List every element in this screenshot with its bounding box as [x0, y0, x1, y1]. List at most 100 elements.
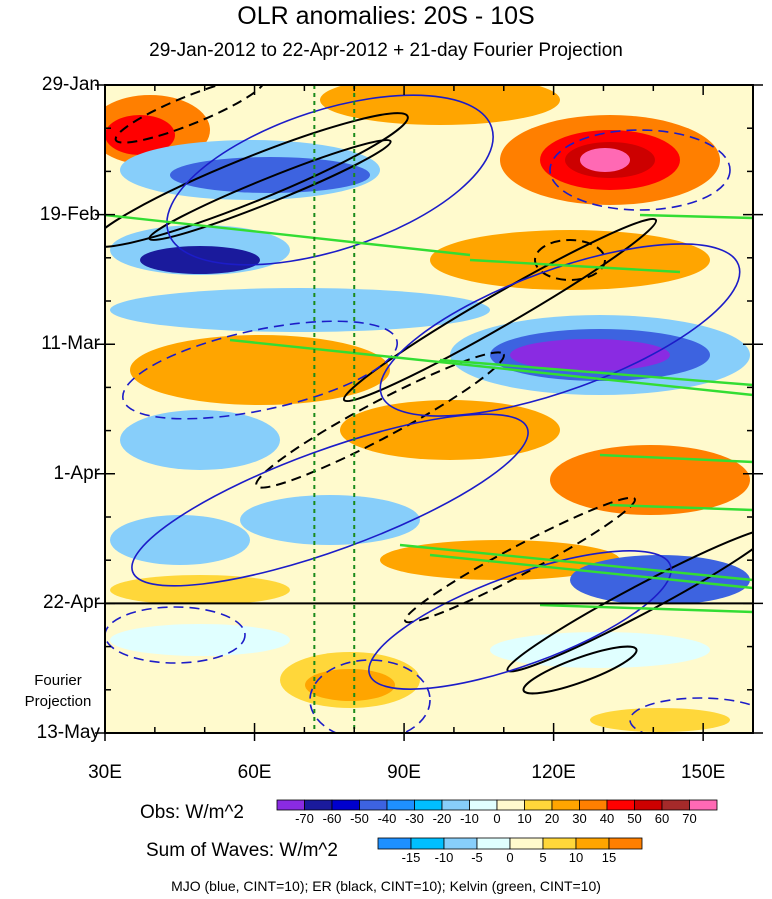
y-tick-label: 29-Jan — [41, 74, 100, 95]
colorbar-tick-label: 5 — [539, 850, 547, 865]
obs-blob — [140, 246, 260, 274]
colorbar-swatch — [524, 799, 553, 811]
obs-blob — [320, 85, 560, 125]
kelvin-contour — [599, 453, 753, 464]
kelvin-contour — [639, 213, 753, 220]
x-tick-label: 30E — [88, 762, 122, 783]
mjo-contour — [368, 550, 672, 690]
mjo-contour — [549, 129, 731, 211]
kelvin-contour — [469, 258, 681, 274]
colorbar-swatch — [542, 837, 577, 850]
obs-blob — [105, 115, 175, 155]
waves-legend-title: Sum of Waves: W/m^2 — [146, 840, 338, 861]
colorbar-tick-label: -20 — [432, 811, 452, 826]
colorbar-tick-label: 20 — [544, 811, 560, 826]
colorbar-swatch — [469, 799, 498, 811]
reference-lines — [313, 85, 356, 733]
er-contour — [534, 239, 606, 281]
x-tick-label: 90E — [387, 762, 421, 783]
colorbar-swatch — [410, 837, 445, 850]
colorbar-tick-label: 70 — [682, 811, 697, 826]
colorbar-swatch — [579, 799, 608, 811]
colorbar-swatch — [331, 799, 360, 811]
obs-blob — [580, 148, 630, 172]
x-tick-label: 60E — [237, 762, 272, 783]
waves-colorbar — [377, 837, 643, 850]
x-tick-label: 150E — [680, 762, 726, 783]
mjo-contour — [122, 320, 398, 420]
kelvin-contours — [105, 213, 753, 614]
mjo-contour — [309, 659, 431, 733]
er-contour — [255, 351, 505, 489]
colorbar-tick-label: 15 — [601, 850, 617, 865]
er-contour — [506, 527, 753, 673]
er-contour — [148, 139, 392, 241]
kelvin-contour — [229, 338, 753, 397]
y-tick-label: 19-Feb — [39, 203, 100, 225]
projection-blob — [490, 632, 710, 668]
y-tick-label: 22-Apr — [42, 592, 100, 614]
y-tick-label: 11-Mar — [41, 333, 100, 355]
projection-blob — [305, 669, 395, 701]
projection-label: Fourier Projection — [24, 672, 92, 710]
colorbar-swatch — [377, 837, 412, 850]
mjo-contours — [105, 94, 753, 733]
colorbar-tick-label: -30 — [405, 811, 424, 826]
colorbar-tick-label: 40 — [599, 811, 615, 826]
colorbar-tick-label: -5 — [471, 850, 483, 865]
colorbar-swatch — [575, 837, 610, 850]
colorbar-swatch — [476, 837, 511, 850]
colorbar-swatch — [304, 799, 333, 811]
colorbar-tick-label: 0 — [493, 811, 501, 826]
er-contour — [404, 496, 636, 624]
y-tick-label: 13-May — [36, 722, 100, 743]
colorbar-swatch — [634, 799, 663, 811]
colorbar-tick-label: -50 — [350, 811, 369, 826]
obs-blob — [130, 335, 390, 405]
colorbar-swatch — [386, 799, 415, 811]
obs-blob — [550, 445, 750, 515]
contour-caption: MJO (blue, CINT=10); ER (black, CINT=10)… — [171, 878, 601, 894]
kelvin-contour — [105, 213, 471, 257]
kelvin-contour — [429, 553, 753, 590]
er-contour — [105, 112, 409, 248]
obs-blob — [570, 555, 750, 605]
x-tick-label: 120E — [531, 762, 576, 783]
axis-ticks — [95, 84, 763, 741]
colorbar-swatch — [441, 799, 470, 811]
colorbar-tick-label: -10 — [460, 811, 479, 826]
obs-blob — [170, 157, 370, 193]
er-contour — [114, 85, 266, 144]
colorbar-tick-label: -15 — [401, 850, 421, 865]
chart-subtitle: 29-Jan-2012 to 22-Apr-2012 + 21-day Four… — [149, 40, 623, 61]
er-contour — [522, 645, 638, 695]
mjo-contour — [131, 413, 529, 587]
colorbar-tick-label: -60 — [322, 811, 342, 826]
obs-blob — [110, 288, 490, 332]
colorbar-tick-label: 60 — [654, 811, 670, 826]
projection-blob — [110, 624, 290, 656]
mjo-contour — [105, 606, 246, 664]
projection-blob — [590, 708, 730, 732]
kelvin-contour — [609, 503, 753, 512]
plot-area — [105, 85, 753, 733]
colorbar-swatch — [359, 799, 388, 811]
colorbar-swatch — [661, 799, 690, 811]
colorbar-tick-label: 10 — [517, 811, 532, 826]
colorbar-tick-label: -40 — [377, 811, 397, 826]
obs-blob — [340, 400, 560, 460]
colorbar-swatch — [606, 799, 635, 811]
colorbar-swatch — [689, 799, 718, 811]
colorbar-swatch — [276, 799, 305, 811]
er-contours — [105, 85, 753, 695]
colorbar-swatch — [443, 837, 478, 850]
er-contour — [342, 217, 658, 403]
obs-legend-title: Obs: W/m^2 — [140, 802, 244, 823]
obs-blob — [110, 575, 290, 605]
obs-blob — [110, 515, 250, 565]
obs-blob — [430, 230, 710, 290]
kelvin-contour — [399, 543, 753, 582]
colorbar-swatch — [608, 837, 643, 850]
y-tick-label: 1-Apr — [53, 462, 100, 484]
colorbar-tick-label: 10 — [568, 850, 584, 865]
